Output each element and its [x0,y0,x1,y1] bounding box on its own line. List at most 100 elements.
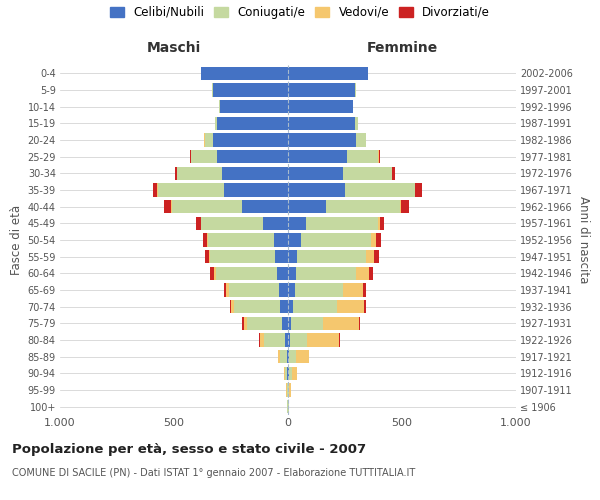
Bar [178,166,222,180]
Bar [278,350,280,364]
Bar [222,166,288,180]
Bar [231,300,235,314]
Bar [214,266,216,280]
Bar [369,266,373,280]
Bar [260,334,264,346]
Bar [356,134,365,146]
Bar [288,366,289,380]
Bar [373,250,379,264]
Bar [242,200,288,213]
Bar [242,316,244,330]
Bar [288,166,343,180]
Bar [284,366,285,380]
Bar [295,284,343,296]
Bar [279,284,288,296]
Bar [207,234,208,246]
Bar [226,284,229,296]
Bar [285,366,287,380]
Bar [288,316,292,330]
Bar [247,316,283,330]
Bar [301,234,371,246]
Bar [191,150,217,164]
Bar [288,116,355,130]
Bar [345,184,415,196]
Bar [356,266,369,280]
Text: Popolazione per età, sesso e stato civile - 2007: Popolazione per età, sesso e stato civil… [12,442,366,456]
Bar [288,350,289,364]
Bar [365,250,373,264]
Y-axis label: Anni di nascita: Anni di nascita [577,196,590,284]
Text: Maschi: Maschi [147,41,201,55]
Bar [224,284,226,296]
Bar [205,134,213,146]
Bar [292,316,323,330]
Bar [288,134,356,146]
Bar [217,150,288,164]
Bar [171,200,172,213]
Bar [153,184,157,196]
Bar [378,216,380,230]
Bar [284,334,288,346]
Bar [289,384,290,396]
Bar [283,316,288,330]
Bar [288,184,345,196]
Bar [288,150,347,164]
Bar [307,334,340,346]
Bar [288,84,355,96]
Bar [287,350,288,364]
Bar [175,166,177,180]
Bar [288,216,306,230]
Bar [363,284,365,296]
Bar [288,66,368,80]
Bar [326,200,400,213]
Bar [229,284,279,296]
Bar [275,250,288,264]
Bar [235,300,280,314]
Bar [343,284,363,296]
Bar [215,116,217,130]
Bar [244,316,247,330]
Bar [401,200,409,213]
Bar [292,366,296,380]
Bar [379,150,380,164]
Bar [415,184,422,196]
Bar [264,334,284,346]
Bar [172,200,242,213]
Bar [164,200,171,213]
Bar [364,300,366,314]
Bar [392,166,395,180]
Bar [202,66,288,80]
Bar [203,234,207,246]
Bar [158,184,224,196]
Bar [289,366,292,380]
Bar [211,250,275,264]
Bar [213,134,288,146]
Bar [288,200,326,213]
Bar [288,334,290,346]
Bar [288,266,296,280]
Bar [288,100,353,114]
Bar [296,350,308,364]
Bar [274,234,288,246]
Bar [224,184,288,196]
Bar [277,266,288,280]
Bar [323,316,359,330]
Bar [400,200,401,213]
Bar [288,234,301,246]
Bar [380,216,385,230]
Y-axis label: Fasce di età: Fasce di età [10,205,23,275]
Bar [297,250,365,264]
Bar [230,300,231,314]
Bar [208,234,274,246]
Bar [196,216,200,230]
Legend: Celibi/Nubili, Coniugati/e, Vedovi/e, Divorziati/e: Celibi/Nubili, Coniugati/e, Vedovi/e, Di… [110,6,490,19]
Bar [217,116,288,130]
Bar [378,150,379,164]
Bar [296,266,356,280]
Bar [306,216,378,230]
Bar [289,350,296,364]
Text: Femmine: Femmine [367,41,437,55]
Bar [293,300,337,314]
Bar [157,184,158,196]
Bar [371,234,376,246]
